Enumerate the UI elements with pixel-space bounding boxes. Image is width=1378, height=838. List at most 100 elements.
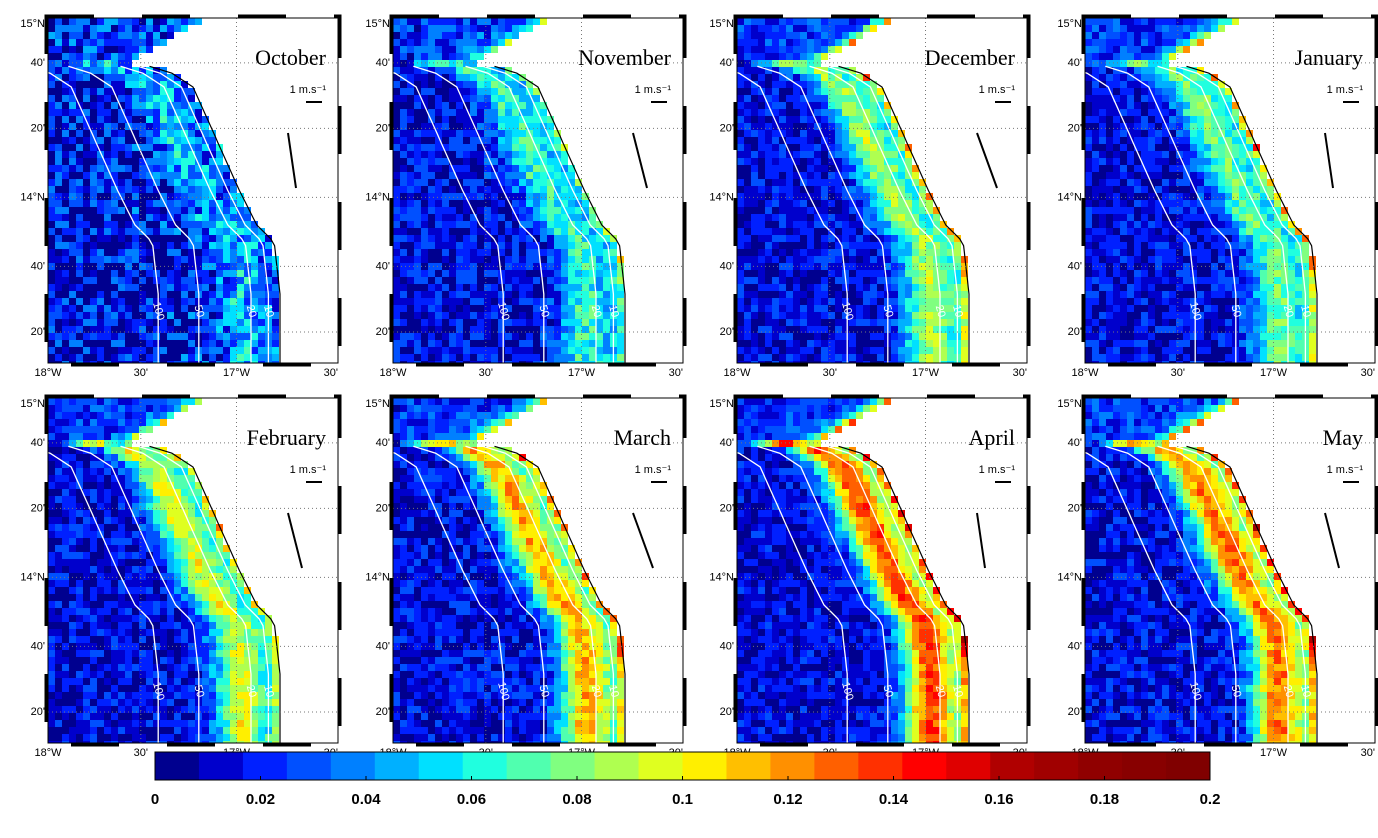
heat-cell	[463, 312, 470, 319]
heat-cell	[153, 18, 160, 25]
heat-cell	[814, 354, 821, 361]
heat-cell	[463, 137, 470, 144]
heat-cell	[174, 95, 181, 102]
heat-cell	[1197, 18, 1204, 25]
heat-cell	[407, 284, 414, 291]
heat-cell	[62, 340, 69, 347]
heat-cell	[1127, 109, 1134, 116]
heat-cell	[442, 179, 449, 186]
heat-cell	[414, 256, 421, 263]
heat-cell	[393, 277, 400, 284]
heat-cell	[835, 333, 842, 340]
heat-cell	[463, 53, 470, 60]
heat-cell	[1134, 130, 1141, 137]
heat-cell	[1218, 186, 1225, 193]
heat-cell	[456, 284, 463, 291]
heat-cell	[1134, 235, 1141, 242]
heat-cell	[48, 158, 55, 165]
heat-cell	[414, 18, 421, 25]
heat-cell	[582, 340, 589, 347]
heat-cell	[737, 25, 744, 32]
heat-cell	[744, 109, 751, 116]
heat-cell	[55, 39, 62, 46]
heat-cell	[435, 151, 442, 158]
heat-cell	[442, 347, 449, 354]
heat-cell	[905, 312, 912, 319]
heat-cell	[69, 270, 76, 277]
heat-cell	[400, 354, 407, 361]
heat-cell	[877, 116, 884, 123]
heat-cell	[484, 207, 491, 214]
heat-cell	[181, 249, 188, 256]
heat-cell	[209, 277, 216, 284]
heat-cell	[1120, 165, 1127, 172]
heat-cell	[582, 228, 589, 235]
heat-cell	[1099, 193, 1106, 200]
heat-cell	[526, 200, 533, 207]
heat-cell	[814, 221, 821, 228]
heat-cell	[97, 123, 104, 130]
heat-cell	[132, 25, 139, 32]
heat-cell	[807, 130, 814, 137]
heat-cell	[146, 326, 153, 333]
heat-cell	[414, 186, 421, 193]
heat-cell	[76, 347, 83, 354]
heat-cell	[174, 88, 181, 95]
heat-cell	[132, 18, 139, 25]
heat-cell	[856, 242, 863, 249]
heat-cell	[877, 158, 884, 165]
heat-cell	[884, 249, 891, 256]
heat-cell	[491, 221, 498, 228]
heat-cell	[69, 32, 76, 39]
heat-cell	[174, 144, 181, 151]
heat-cell	[800, 333, 807, 340]
heat-cell	[926, 256, 933, 263]
heat-cell	[1197, 214, 1204, 221]
heat-cell	[526, 151, 533, 158]
heat-cell	[1120, 74, 1127, 81]
heat-cell	[111, 242, 118, 249]
heat-cell	[76, 291, 83, 298]
heat-cell	[160, 151, 167, 158]
heat-cell	[526, 305, 533, 312]
heat-cell	[393, 165, 400, 172]
heat-cell	[83, 249, 90, 256]
heat-cell	[435, 242, 442, 249]
heat-cell	[470, 88, 477, 95]
heat-cell	[104, 298, 111, 305]
heat-cell	[97, 298, 104, 305]
heat-cell	[821, 228, 828, 235]
heat-cell	[1092, 186, 1099, 193]
heat-cell	[1127, 172, 1134, 179]
heat-cell	[1106, 60, 1113, 67]
heat-cell	[961, 284, 968, 291]
heat-cell	[132, 32, 139, 39]
heat-cell	[744, 123, 751, 130]
heat-cell	[505, 221, 512, 228]
heat-cell	[407, 102, 414, 109]
heat-cell	[526, 109, 533, 116]
heat-cell	[765, 32, 772, 39]
heat-cell	[568, 312, 575, 319]
heat-cell	[456, 305, 463, 312]
heat-cell	[933, 235, 940, 242]
heat-cell	[195, 277, 202, 284]
heat-cell	[751, 228, 758, 235]
heat-cell	[393, 179, 400, 186]
heat-cell	[779, 319, 786, 326]
heat-cell	[765, 18, 772, 25]
heat-cell	[456, 200, 463, 207]
heat-cell	[209, 235, 216, 242]
heat-cell	[856, 284, 863, 291]
heat-cell	[477, 291, 484, 298]
heat-cell	[104, 319, 111, 326]
heat-cell	[104, 88, 111, 95]
heat-cell	[118, 88, 125, 95]
heat-cell	[1253, 193, 1260, 200]
heat-cell	[393, 333, 400, 340]
heat-cell	[90, 102, 97, 109]
heat-cell	[1106, 165, 1113, 172]
heat-cell	[393, 109, 400, 116]
heat-cell	[83, 144, 90, 151]
heat-cell	[202, 249, 209, 256]
